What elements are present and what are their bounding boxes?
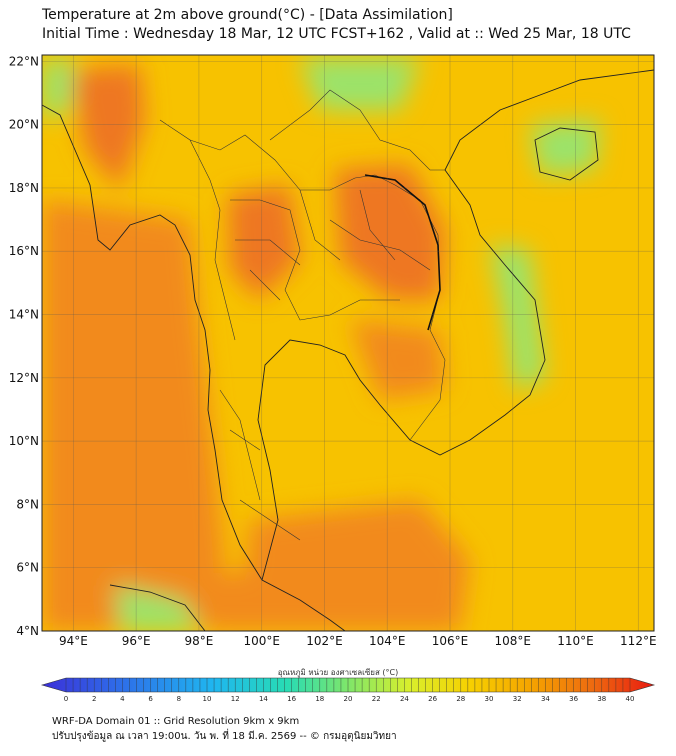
mainland-coastline xyxy=(42,104,346,631)
colorbar-tick-label: 2 xyxy=(92,695,96,703)
colorbar-tick-label: 26 xyxy=(428,695,437,703)
north-border-cool-area xyxy=(300,58,420,110)
colorbar-tick-label: 0 xyxy=(64,695,68,703)
title-line-1: Temperature at 2m above ground(°C) - [Da… xyxy=(42,7,453,23)
colorbar-tick-label: 4 xyxy=(120,695,125,703)
colorbar-tick-label: 20 xyxy=(344,695,353,703)
sumatra-coastline xyxy=(109,584,206,631)
colorbar-tick-label: 40 xyxy=(626,695,635,703)
colorbar-tick-label: 36 xyxy=(569,695,578,703)
longitude-label: 96°E xyxy=(122,634,151,648)
latitude-label: 20°N xyxy=(9,118,39,132)
gulf-south-warm-area xyxy=(240,500,470,631)
hainan-coastline xyxy=(534,127,599,181)
temperature-field xyxy=(42,55,654,631)
colorbar-tick-labels: 0 2 4 6 8 10 12 14 16 18 20 22 24 26 28 30 32 34 36 38 40 xyxy=(64,695,635,703)
colorbar-tick-label: 10 xyxy=(203,695,212,703)
graticule xyxy=(42,55,654,632)
coastlines xyxy=(42,69,654,631)
colorbar-tick-label: 8 xyxy=(177,695,181,703)
longitude-label: 104°E xyxy=(369,634,406,648)
latitude-label: 14°N xyxy=(9,308,39,322)
longitude-label: 100°E xyxy=(243,634,280,648)
latitude-label: 8°N xyxy=(16,497,39,511)
footer-line-1: WRF-DA Domain 01 :: Grid Resolution 9km … xyxy=(52,716,300,727)
latitude-label: 16°N xyxy=(9,244,39,258)
longitude-label: 112°E xyxy=(620,634,657,648)
andaman-sea-warm-area xyxy=(42,200,225,631)
latitude-labels: 22°N 20°N 18°N 16°N 14°N 12°N 10°N 8°N 6°N 4°N xyxy=(9,54,39,638)
cambodia-south-warm-area xyxy=(350,320,445,400)
colorbar-tick-label: 14 xyxy=(259,695,268,703)
colorbar-tick-label: 16 xyxy=(287,695,296,703)
colorbar-tick-label: 32 xyxy=(513,695,522,703)
footer-line-2: ปรับปรุงข้อมูล ณ เวลา 19:00น. วัน พ. ที่… xyxy=(52,731,397,742)
colorbar-tick-label: 6 xyxy=(148,695,153,703)
latitude-label: 12°N xyxy=(9,371,39,385)
colorbar-ticks xyxy=(65,678,631,692)
colorbar-tick-label: 18 xyxy=(315,695,324,703)
longitude-label: 106°E xyxy=(432,634,469,648)
footer: WRF-DA Domain 01 :: Grid Resolution 9km … xyxy=(52,714,397,744)
myanmar-west-cool-area xyxy=(42,60,75,120)
malaysia-warm-area xyxy=(205,570,265,631)
mekong-border-line xyxy=(364,174,441,331)
colorbar-tick-label: 34 xyxy=(541,695,550,703)
sumatra-cool-area xyxy=(115,585,200,631)
thailand-north-hot-area xyxy=(228,185,300,300)
longitude-label: 102°E xyxy=(306,634,343,648)
gulf-coastline xyxy=(257,69,654,581)
longitude-labels: 94°E 96°E 98°E 100°E 102°E 104°E 106°E 108°E 110… xyxy=(59,634,657,648)
province-borders xyxy=(159,89,446,541)
colorbar-tick-label: 24 xyxy=(400,695,409,703)
latitude-label: 22°N xyxy=(9,54,39,68)
vietnam-coast-cool-area xyxy=(490,245,545,390)
map-title: Temperature at 2m above ground(°C) - [Da… xyxy=(42,6,631,44)
longitude-label: 108°E xyxy=(495,634,532,648)
colorbar-tick-label: 28 xyxy=(456,695,465,703)
colorbar-tick-label: 30 xyxy=(485,695,494,703)
colorbar-tick-label: 38 xyxy=(597,695,606,703)
colorbar-tick-label: 22 xyxy=(372,695,381,703)
colorbar-tick-label: 12 xyxy=(231,695,240,703)
longitude-label: 98°E xyxy=(184,634,213,648)
title-line-2: Initial Time : Wednesday 18 Mar, 12 UTC … xyxy=(42,26,631,42)
map-frame xyxy=(41,54,655,632)
latitude-label: 10°N xyxy=(9,434,39,448)
longitude-label: 94°E xyxy=(59,634,88,648)
longitude-label: 110°E xyxy=(557,634,594,648)
myanmar-north-hot-area xyxy=(70,65,145,190)
latitude-label: 18°N xyxy=(9,181,39,195)
latitude-label: 4°N xyxy=(16,624,39,638)
colorbar-label: อุณหภูมิ หน่วย องศาเซลเซียส (°C) xyxy=(277,668,399,677)
latitude-label: 6°N xyxy=(16,561,39,575)
